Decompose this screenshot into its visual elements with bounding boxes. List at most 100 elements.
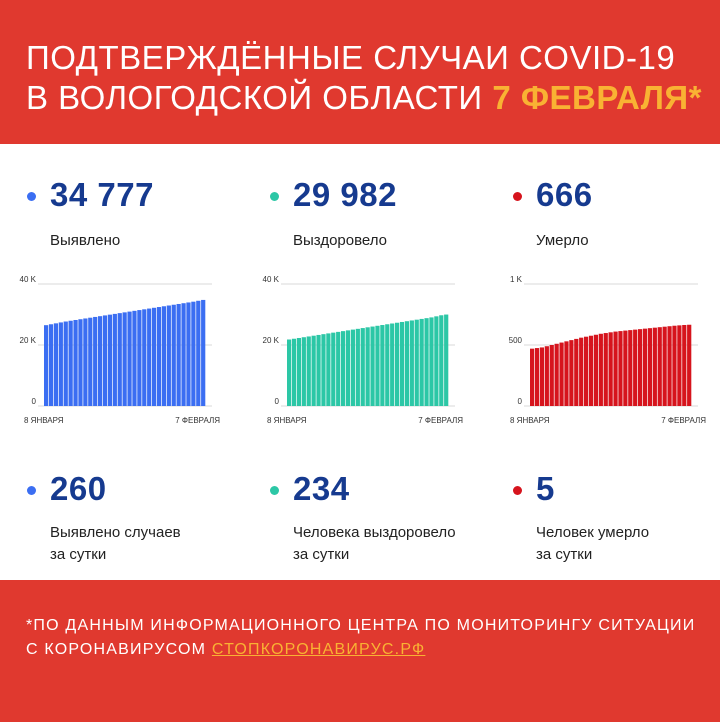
recovered-bar bbox=[360, 328, 365, 406]
detected-bar bbox=[122, 312, 127, 406]
died-bar bbox=[530, 348, 535, 406]
died-bar bbox=[667, 326, 672, 406]
detected-bar bbox=[48, 324, 54, 406]
title-line-1: ПОДТВЕРЖДЁННЫЕ СЛУЧАИ COVID-19 bbox=[26, 39, 676, 76]
recovered-daily-label: Человека выздоровело за сутки bbox=[293, 522, 456, 566]
detected-y-tick-label: 0 bbox=[32, 397, 37, 406]
detected-bar bbox=[58, 322, 63, 406]
detected-bullet-icon bbox=[27, 192, 36, 201]
header-banner: ПОДТВЕРЖДЁННЫЕ СЛУЧАИ COVID-19 В ВОЛОГОД… bbox=[0, 0, 720, 144]
died-bar bbox=[549, 345, 554, 406]
died-bar bbox=[618, 331, 623, 406]
died-daily-label: Человек умерло за сутки bbox=[536, 522, 649, 566]
detected-bar bbox=[132, 310, 137, 406]
died-bar bbox=[633, 329, 638, 406]
died-chart: 0 500 1 K 8 ЯНВАРЯ 7 ФЕВРАЛЯ bbox=[509, 275, 707, 425]
detected-bar bbox=[201, 299, 206, 406]
detected-daily-bullet-icon bbox=[27, 486, 36, 495]
recovered-x-tick-label-end: 7 ФЕВРАЛЯ bbox=[418, 416, 463, 425]
detected-chart: 0 20 K 40 K 8 ЯНВАРЯ 7 ФЕВРАЛЯ bbox=[20, 275, 221, 425]
recovered-bar bbox=[395, 322, 400, 406]
died-bar bbox=[672, 325, 677, 406]
recovered-bar bbox=[296, 337, 302, 406]
recovered-bar bbox=[390, 323, 395, 406]
recovered-daily-bullet-icon bbox=[270, 486, 279, 495]
recovered-bar bbox=[380, 325, 385, 406]
recovered-bar bbox=[444, 314, 449, 406]
detected-bar bbox=[73, 319, 78, 406]
recovered-daily-label-line1: Человека выздоровело bbox=[293, 524, 456, 541]
detected-bar bbox=[147, 308, 152, 406]
detected-bar bbox=[181, 303, 186, 406]
died-x-tick-label-start: 8 ЯНВАРЯ bbox=[510, 416, 550, 425]
stat-column-detected: 34 777 Выявлено 0 20 K 40 K 8 ЯНВАРЯ 7 ФЕВРА… bbox=[0, 144, 240, 580]
recovered-bar bbox=[424, 318, 429, 406]
died-bar bbox=[638, 329, 643, 406]
died-bar bbox=[603, 333, 608, 406]
died-total: 666 bbox=[536, 176, 593, 213]
died-daily-bullet-icon bbox=[513, 486, 522, 495]
detected-y-tick-label: 20 K bbox=[20, 336, 37, 345]
died-y-tick-label: 500 bbox=[509, 336, 523, 345]
recovered-bar bbox=[375, 325, 380, 406]
recovered-bar bbox=[439, 315, 444, 406]
died-bar bbox=[559, 342, 564, 406]
detected-bar bbox=[117, 313, 122, 406]
recovered-bar bbox=[409, 320, 414, 406]
detected-bar bbox=[142, 309, 147, 406]
recovered-bar bbox=[355, 328, 360, 406]
recovered-bar bbox=[321, 334, 326, 406]
detected-bar bbox=[93, 316, 98, 406]
recovered-bar bbox=[311, 335, 316, 406]
recovered-y-tick-label: 0 bbox=[275, 397, 280, 406]
died-bar bbox=[613, 331, 618, 406]
recovered-bullet-icon bbox=[270, 192, 279, 201]
detected-bar bbox=[112, 313, 117, 406]
detected-bar bbox=[107, 314, 113, 406]
recovered-y-tick-label: 40 K bbox=[263, 275, 280, 284]
recovered-bar bbox=[345, 330, 351, 406]
died-bar bbox=[598, 333, 603, 406]
detected-bar bbox=[102, 315, 108, 406]
detected-bar bbox=[63, 321, 68, 406]
recovered-bar bbox=[404, 321, 410, 406]
detected-bar bbox=[83, 318, 88, 406]
died-bar bbox=[579, 337, 584, 406]
died-x-tick-label-end: 7 ФЕВРАЛЯ bbox=[661, 416, 706, 425]
recovered-bar bbox=[287, 339, 292, 406]
died-bar bbox=[662, 326, 667, 406]
recovered-x-tick-label-start: 8 ЯНВАРЯ bbox=[267, 416, 307, 425]
died-bar bbox=[569, 340, 574, 406]
recovered-bar bbox=[306, 336, 311, 406]
recovered-bar bbox=[385, 324, 390, 406]
detected-bar bbox=[176, 303, 181, 406]
detected-daily-label-line2: за сутки bbox=[50, 546, 107, 563]
died-bar bbox=[657, 327, 662, 406]
source-link[interactable]: СТОПКОРОНАВИРУС.РФ bbox=[211, 641, 426, 658]
recovered-bar bbox=[419, 318, 424, 406]
died-bar bbox=[642, 328, 648, 406]
detected-bar bbox=[196, 300, 201, 406]
detected-bar bbox=[68, 320, 73, 406]
recovered-bar bbox=[341, 331, 346, 406]
recovered-bar bbox=[429, 317, 434, 406]
detected-bar bbox=[78, 319, 83, 406]
died-bullet-icon bbox=[513, 192, 522, 201]
source-note-text: *ПО ДАННЫМ ИНФОРМАЦИОННОГО ЦЕНТРА ПО МОН… bbox=[26, 617, 696, 658]
detected-daily-label-line1: Выявлено случаев bbox=[50, 524, 181, 541]
detected-bar bbox=[137, 310, 142, 406]
died-daily-label-line1: Человек умерло bbox=[536, 524, 650, 541]
detected-y-tick-label: 40 K bbox=[20, 275, 37, 284]
detected-bar bbox=[53, 323, 59, 406]
recovered-bar bbox=[365, 327, 370, 406]
died-bar bbox=[554, 343, 559, 406]
died-bar bbox=[539, 347, 545, 406]
died-bar bbox=[534, 348, 540, 406]
died-bar bbox=[544, 346, 549, 406]
title-date: 7 ФЕВРАЛЯ* bbox=[492, 79, 702, 116]
detected-daily-value: 260 bbox=[50, 470, 107, 507]
recovered-bar bbox=[316, 334, 321, 406]
recovered-bar bbox=[434, 316, 439, 406]
detected-daily-label: Выявлено случаев за сутки bbox=[50, 522, 181, 566]
detected-bar bbox=[98, 316, 103, 406]
